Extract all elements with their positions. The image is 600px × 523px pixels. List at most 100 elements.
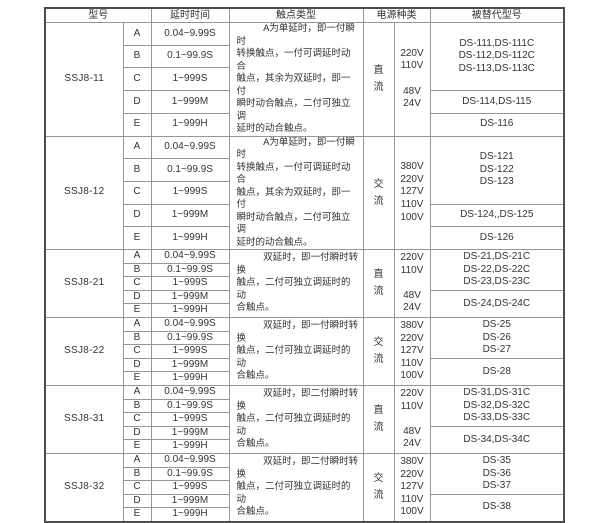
voltage-value: 220V [400, 173, 424, 185]
variant-code-cell: D [122, 90, 152, 114]
replaced-models-cell: DS-121 DS-122 DS-123 [429, 135, 565, 205]
contact-type-cell: A为单延时，即一付瞬时 转换触点，一付可调延时动合 触点，其余为双延时，即一付 … [228, 135, 364, 250]
delay-range-cell: 1~999S [150, 344, 230, 359]
delay-range-cell: 0.04~9.99S [150, 22, 230, 46]
variant-code-cell: C [122, 480, 152, 495]
voltage-value: 380V [400, 455, 424, 467]
variant-code-cell: D [122, 493, 152, 509]
voltage-value: 110V [400, 357, 424, 369]
variant-code-cell: A [122, 22, 152, 46]
table-row: D 1~999M DS-28 [45, 357, 565, 386]
voltage-value: 100V [400, 211, 424, 223]
voltage-value: 380V [400, 161, 424, 173]
delay-range-cell: 0.1~99.9S [150, 158, 230, 182]
table-row: SSJ8-31 A 0.04~9.99S 双延时，即二付瞬时转换 触点，二付可独立调延… [44, 384, 565, 454]
table-row: D 1~999M DS-124,,DS-125 [45, 203, 565, 228]
delay-range-cell: 1~999H [150, 303, 230, 318]
variant-code-cell: B [122, 330, 152, 346]
variant-code-cell: A [122, 249, 152, 264]
voltage-value: 220V [400, 387, 424, 399]
variant-code-cell: C [122, 67, 152, 92]
power-kind-cell: 交 流 [362, 135, 395, 250]
variant-code-cell: C [122, 412, 152, 427]
variant-code-cell: A [122, 135, 152, 160]
table-row: SSJ8-22 A 0.04~9.99S 双延时，即一付瞬时转换 触点，二付可独立调延… [44, 316, 565, 386]
variant-code-cell: B [122, 158, 152, 182]
voltage-value: 100V [400, 370, 424, 382]
model-cell: SSJ8-12 [44, 135, 124, 250]
voltage-value: 380V [400, 319, 424, 331]
variant-code-cell: E [122, 112, 152, 137]
voltage-value: 48V [403, 425, 421, 437]
model-cell: SSJ8-32 [44, 452, 124, 523]
voltage-value: 110V [400, 60, 424, 72]
variant-code-cell: A [122, 452, 152, 468]
variant-code-cell: B [122, 262, 152, 278]
table-row: SSJ8-32 A 0.04~9.99S 双延时，即二付瞬时转换 触点，二付可独立调延… [44, 452, 565, 523]
col-header-replaced: 被替代型号 [429, 7, 565, 23]
replaced-models-cell: DS-111,DS-111C DS-112,DS-112C DS-113,DS-… [429, 21, 565, 92]
replaced-models-cell: DS-34,DS-34C [429, 425, 565, 454]
contact-type-cell: 双延时，即一付瞬时转换 触点，二付可独立调延时的动 合触点。 [228, 316, 364, 386]
delay-range-cell: 0.1~99.9S [150, 262, 230, 278]
voltage-value [395, 413, 429, 426]
variant-code-cell: D [122, 289, 152, 305]
power-kind-cell: 交 流 [362, 316, 395, 386]
table-row: C 1~999S [45, 67, 564, 92]
model-cell: SSJ8-22 [44, 316, 124, 386]
spec-table-container: 型号 延时时间 触点类型 电源种类 被替代型号 SSJ8-11 A 0.04~9.9… [44, 7, 565, 523]
voltage-value [395, 73, 429, 86]
delay-range-cell: 0.1~99.9S [150, 398, 230, 414]
delay-range-cell: 1~999S [150, 480, 230, 495]
voltage-value: 127V [400, 481, 424, 493]
voltage-list-cell: 380V 220V 127V 110V 100V [393, 452, 431, 523]
voltage-value: 110V [400, 493, 424, 505]
delay-range-cell: 1~999S [150, 180, 230, 205]
delay-range-cell: 1~999S [150, 412, 230, 427]
voltage-list-cell: 220V 110V 48V 24V [393, 384, 431, 454]
voltage-value: 220V [400, 252, 424, 263]
col-header-contact: 触点类型 [228, 7, 364, 23]
replaced-models-cell: DS-21,DS-21C DS-22,DS-22C DS-23,DS-23C [429, 249, 565, 291]
contact-type-cell: 双延时，即二付瞬时转换 触点，二付可独立调延时的动 合触点。 [228, 452, 364, 523]
table-row: B 0.1~99.9S [45, 44, 564, 69]
variant-code-cell: B [122, 466, 152, 482]
col-header-delay: 延时时间 [150, 7, 230, 23]
replaced-models-cell: DS-116 [429, 112, 565, 137]
voltage-value [395, 277, 429, 290]
spec-table-body: SSJ8-11 A 0.04~9.99S A为单延时，即一付瞬时 转换触点，一付可调延… [44, 21, 565, 523]
replaced-models-cell: DS-35 DS-36 DS-37 [429, 452, 565, 495]
delay-range-cell: 0.04~9.99S [150, 384, 230, 400]
delay-range-cell: 1~999M [150, 493, 230, 509]
delay-range-cell: 1~999M [150, 425, 230, 441]
voltage-value: 110V [400, 199, 424, 211]
voltage-list-cell: 220V 110V 48V 24V [393, 249, 431, 318]
voltage-value: 100V [400, 506, 424, 518]
variant-code-cell: D [122, 203, 152, 228]
table-row: SSJ8-21 A 0.04~9.99S 双延时，即一付瞬时转换 触点，二付可独立调延… [44, 249, 565, 318]
power-kind-cell: 直 流 [362, 249, 395, 318]
table-row: SSJ8-11 A 0.04~9.99S A为单延时，即一付瞬时 转换触点，一付可调延… [44, 21, 565, 137]
delay-range-cell: 1~999H [150, 371, 230, 386]
delay-range-cell: 0.04~9.99S [150, 249, 230, 264]
delay-range-cell: 0.1~99.9S [150, 330, 230, 346]
voltage-value: 220V [400, 47, 424, 59]
variant-code-cell: C [122, 180, 152, 205]
voltage-value: 24V [403, 302, 421, 314]
power-kind-cell: 直 流 [362, 384, 395, 454]
table-row: SSJ8-12 A 0.04~9.99S A为单延时，即一付瞬时 转换触点，一付可调延… [44, 135, 565, 250]
voltage-list-cell: 380V 220V 127V 110V 100V [393, 316, 431, 386]
table-row: B 0.1~99.9S [45, 158, 564, 182]
table-row: E 1~999H DS-116 [45, 112, 565, 137]
replaced-models-cell: DS-24,DS-24C [429, 289, 565, 318]
delay-range-cell: 1~999H [150, 507, 230, 523]
voltage-value: 220V [400, 332, 424, 344]
voltage-value: 220V [400, 468, 424, 480]
table-row: B 0.1~99.9S [45, 262, 564, 278]
replaced-models-cell: DS-28 [429, 357, 565, 386]
variant-code-cell: E [122, 439, 152, 454]
variant-code-cell: E [122, 507, 152, 523]
variant-code-cell: B [122, 44, 152, 69]
replaced-models-cell: DS-31,DS-31C DS-32,DS-32C DS-33,DS-33C [429, 384, 565, 427]
voltage-value: 110V [400, 400, 424, 412]
